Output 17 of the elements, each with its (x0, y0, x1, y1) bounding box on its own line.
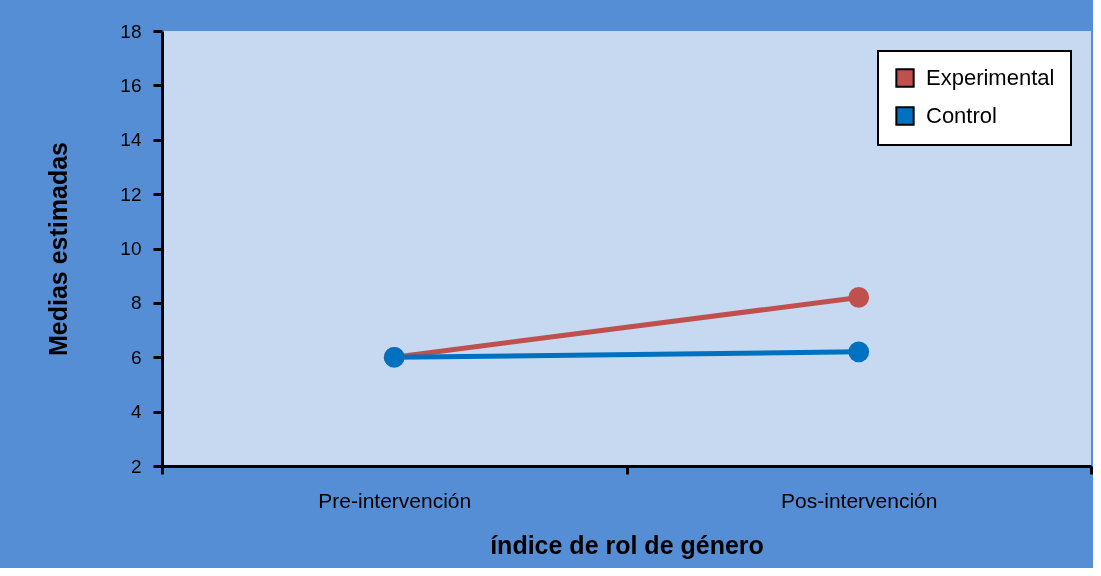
y-tick-label: 4 (130, 401, 142, 423)
y-tick-label: 18 (120, 20, 142, 42)
point (848, 341, 870, 363)
x-tick-label: Pre-intervención (318, 488, 472, 512)
x-tick-label: Pos-intervención (781, 488, 938, 512)
legend-label: Control (926, 103, 997, 128)
y-tick-label: 12 (120, 183, 142, 205)
y-tick-label: 6 (130, 346, 142, 368)
y-tick-label: 10 (120, 238, 142, 259)
y-tick-label: 8 (130, 292, 142, 314)
y-tick-label: 14 (120, 129, 142, 151)
x-axis-title: índice de rol de género (490, 530, 764, 559)
y-axis-title: Medias estimadas (44, 142, 73, 356)
y-tick-label: 2 (130, 455, 142, 477)
legend-label: Experimental (926, 65, 1055, 90)
y-tick-label: 16 (120, 74, 142, 96)
point (848, 287, 870, 308)
